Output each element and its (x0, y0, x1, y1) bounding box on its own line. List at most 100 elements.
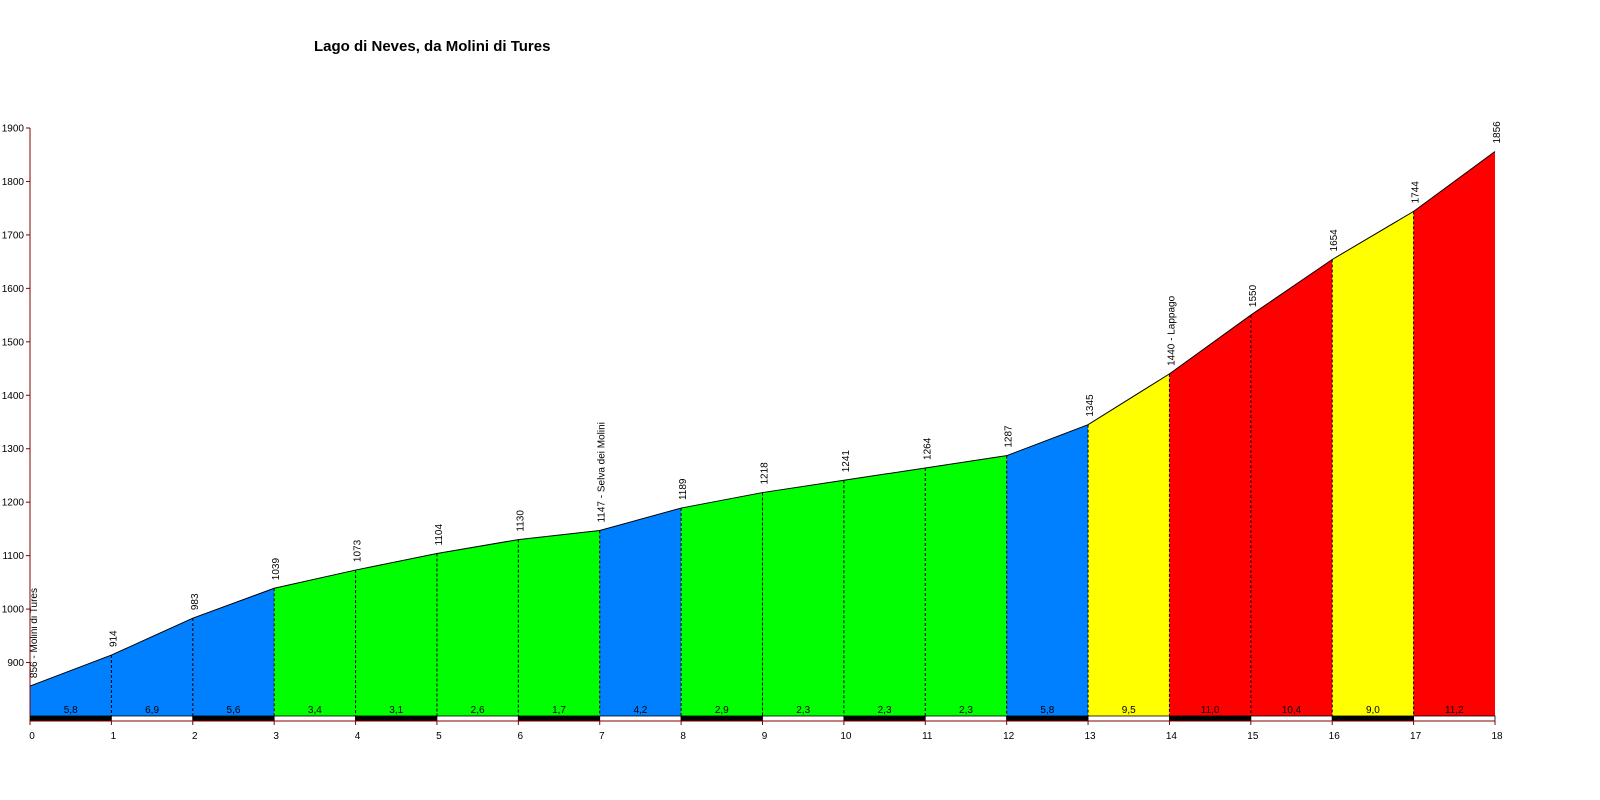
gradient-label: 5,8 (64, 705, 78, 716)
gradient-label: 2,3 (796, 705, 810, 716)
elevation-label: 1744 (1411, 181, 1422, 204)
km-bar-segment (1169, 715, 1252, 722)
gradient-label: 2,3 (959, 705, 973, 716)
gradient-label: 11,0 (1201, 705, 1220, 716)
profile-segment-6 (436, 539, 519, 716)
x-tick-label: 0 (29, 731, 35, 742)
x-tick-label: 12 (1003, 731, 1015, 742)
km-bar-segment (1006, 715, 1089, 722)
x-tick-label: 14 (1166, 731, 1178, 742)
y-tick-label: 1700 (2, 230, 25, 241)
profile-segment-10 (762, 480, 844, 716)
km-bar-segment (599, 715, 682, 722)
elevation-label: 1264 (922, 437, 933, 460)
profile-segments (30, 151, 1495, 716)
gradient-label: 3,4 (308, 705, 322, 716)
gradient-label: 9,0 (1366, 705, 1380, 716)
km-bar-segment (1087, 715, 1170, 722)
y-axis: 900 1000 1100 1200 1300 1400 1500 1600 1700 1800 1… (2, 124, 31, 716)
elevation-label: 1218 (760, 462, 771, 485)
profile-segment-13 (1006, 424, 1089, 716)
km-bar-segment (273, 715, 356, 722)
y-tick-label: 900 (7, 658, 24, 669)
km-bar-segment (355, 715, 438, 722)
profile-segment-11 (843, 467, 926, 716)
x-tick-label: 16 (1329, 731, 1341, 742)
km-bar-segment (843, 715, 926, 722)
profile-segment-3 (192, 588, 275, 716)
km-bar-segment (436, 715, 519, 722)
km-bar-segment (1413, 715, 1496, 722)
x-tick-label: 11 (922, 731, 933, 742)
y-tick-label: 1400 (2, 391, 25, 402)
profile-segment-2 (111, 618, 193, 716)
profile-line (29, 151, 1496, 687)
profile-segment-17 (1332, 211, 1414, 716)
km-bar-segment (680, 715, 763, 722)
elevation-label: 1856 (1492, 121, 1503, 144)
x-tick-label: 1 (111, 731, 117, 742)
gradient-label: 2,6 (471, 705, 485, 716)
gradient-label: 2,9 (715, 705, 729, 716)
x-tick-label: 6 (518, 731, 524, 742)
elevation-label: 1130 (515, 510, 526, 532)
profile-segment-7 (518, 530, 600, 716)
elevation-label: 1440 - Lappago (1166, 295, 1177, 366)
elevation-label: 1073 (353, 539, 364, 562)
profile-segment-5 (355, 553, 437, 716)
gradient-label: 2,3 (878, 705, 892, 716)
y-tick-label: 1500 (2, 337, 25, 348)
gradient-label: 11,2 (1445, 705, 1464, 716)
elevation-label: 1654 (1329, 229, 1340, 252)
y-tick-label: 1000 (2, 605, 25, 616)
elevation-label: 1287 (1004, 425, 1015, 448)
x-tick-label: 2 (192, 731, 198, 742)
gradient-label: 4,2 (633, 705, 647, 716)
gradient-label: 3,1 (389, 705, 403, 716)
profile-outline (29, 151, 1496, 687)
km-bar-segment (924, 715, 1008, 722)
y-tick-label: 1900 (2, 124, 25, 135)
x-tick-label: 5 (436, 731, 442, 742)
x-tick-label: 13 (1084, 731, 1096, 742)
y-tick-label: 1200 (2, 498, 25, 509)
elevation-label: 1039 (271, 558, 282, 581)
elevation-label: 1241 (841, 450, 852, 473)
x-tick-label: 4 (355, 731, 361, 742)
x-tick-label: 7 (599, 731, 605, 742)
y-tick-label: 1800 (2, 177, 25, 188)
x-tick-label: 8 (680, 731, 686, 742)
x-tick-label: 3 (273, 731, 279, 742)
km-bar-segment (517, 715, 601, 722)
elevation-label: 914 (108, 630, 119, 647)
elevation-label: 1189 (678, 478, 689, 500)
km-bar (29, 715, 1496, 722)
profile-segment-12 (925, 455, 1007, 716)
profile-segment-1 (30, 655, 112, 716)
profile-segment-14 (1088, 373, 1170, 716)
gradient-label: 9,5 (1122, 705, 1136, 716)
profile-segment-8 (599, 508, 682, 716)
elevation-label: 856 - Molini di Tures (29, 588, 40, 678)
elevation-label: 983 (190, 593, 201, 610)
x-tick-label: 15 (1247, 731, 1259, 742)
gradient-labels: 5,8 6,9 5,6 3,4 3,1 2,6 1,7 4,2 2,9 2,3 2,3 2,3 5,8 9… (64, 705, 1464, 716)
x-tick-label: 17 (1410, 731, 1422, 742)
km-bar-segment (29, 715, 112, 722)
profile-segment-4 (274, 570, 356, 716)
gradient-label: 5,6 (227, 705, 241, 716)
chart-title: Lago di Neves, da Molini di Tures (314, 38, 551, 55)
km-bar-segment (110, 715, 194, 722)
profile-segment-15 (1169, 315, 1251, 716)
elevation-label: 1147 - Selva dei Molini (597, 422, 608, 522)
km-bar-segment (192, 715, 275, 722)
y-tick-label: 1600 (2, 284, 25, 295)
profile-segment-16 (1250, 259, 1333, 716)
x-tick-label: 10 (840, 731, 852, 742)
y-tick-label: 1300 (2, 444, 25, 455)
elevation-labels: 856 - Molini di Tures 914 983 1039 1073 1104 1… (29, 121, 1503, 678)
segment-dividers (110, 211, 1415, 716)
y-tick-label: 1100 (2, 551, 24, 562)
km-bar-segment (762, 715, 845, 722)
km-bar-segment (1250, 715, 1333, 722)
